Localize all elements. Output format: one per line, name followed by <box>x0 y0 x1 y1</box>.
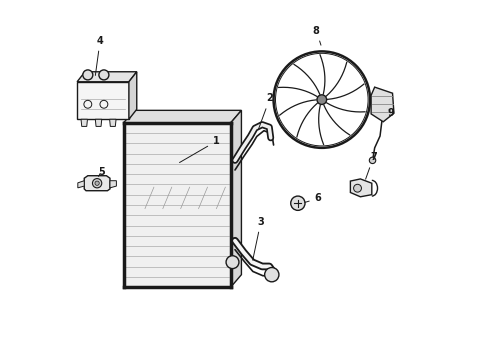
Text: 6: 6 <box>305 193 321 203</box>
Polygon shape <box>231 111 242 287</box>
Circle shape <box>317 95 327 104</box>
Text: 9: 9 <box>388 108 394 118</box>
Text: 4: 4 <box>96 36 103 76</box>
Circle shape <box>354 184 362 192</box>
Circle shape <box>226 256 239 269</box>
Text: 2: 2 <box>258 93 273 129</box>
Circle shape <box>99 70 109 80</box>
Text: 1: 1 <box>179 136 220 162</box>
Circle shape <box>369 157 376 163</box>
Polygon shape <box>110 119 116 126</box>
Text: 7: 7 <box>366 152 377 179</box>
Polygon shape <box>84 176 110 191</box>
Text: 8: 8 <box>313 26 321 45</box>
Circle shape <box>291 196 305 210</box>
Text: 5: 5 <box>98 167 104 177</box>
Polygon shape <box>123 111 242 123</box>
Polygon shape <box>96 119 102 126</box>
Polygon shape <box>81 119 88 126</box>
Circle shape <box>93 179 102 188</box>
Polygon shape <box>110 181 117 188</box>
Circle shape <box>83 70 93 80</box>
Polygon shape <box>77 72 137 82</box>
Polygon shape <box>123 123 231 287</box>
Polygon shape <box>350 179 372 197</box>
Text: 3: 3 <box>253 217 264 260</box>
Polygon shape <box>371 87 394 122</box>
Polygon shape <box>77 82 129 119</box>
Polygon shape <box>78 181 84 188</box>
Circle shape <box>95 181 99 185</box>
Polygon shape <box>129 72 137 119</box>
Circle shape <box>265 267 279 282</box>
